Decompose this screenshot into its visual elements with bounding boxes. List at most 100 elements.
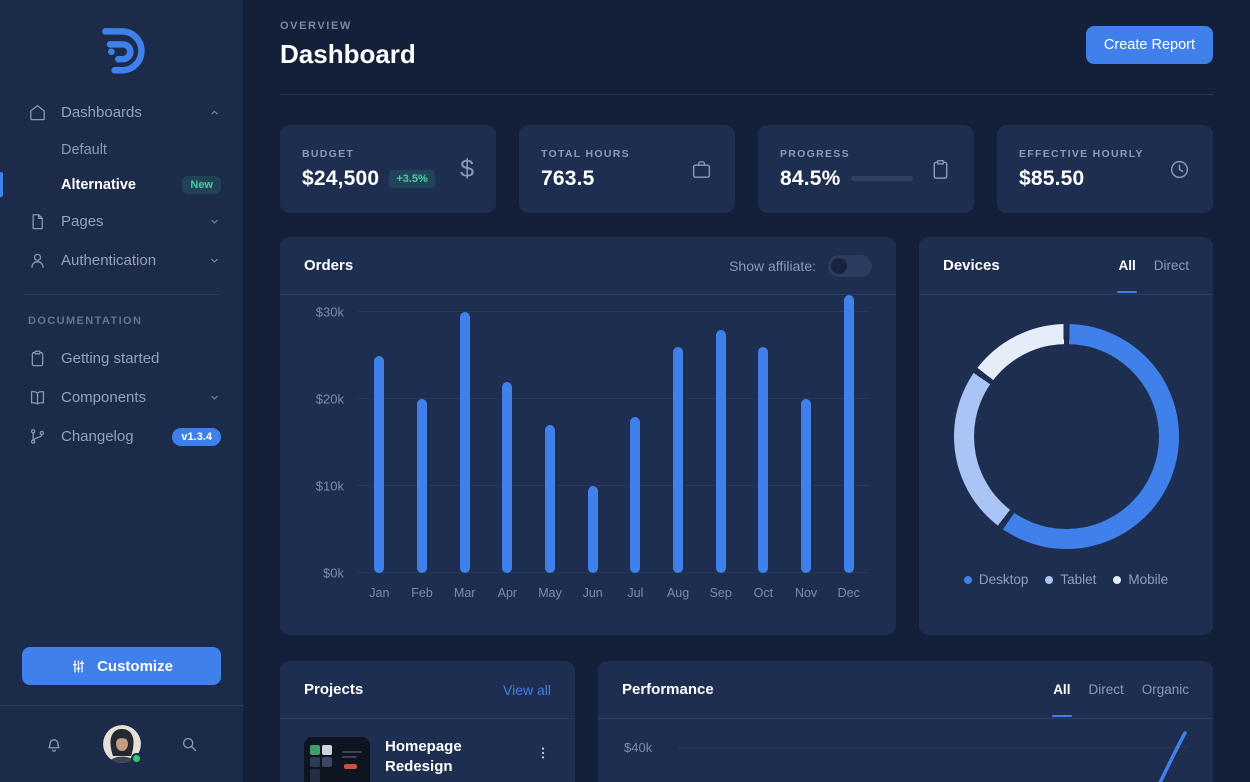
sidebar-item-default[interactable]: Default <box>0 132 243 167</box>
y-axis-tick: $20k <box>315 391 344 407</box>
stat-value: $24,500 <box>302 166 380 190</box>
devices-tabs: All Direct <box>1118 258 1189 273</box>
stat-card-total-hours: TOTAL HOURS 763.5 <box>519 125 735 213</box>
devices-tab-direct[interactable]: Direct <box>1153 258 1189 273</box>
devices-donut-chart[interactable] <box>953 324 1179 549</box>
orders-bar-dec[interactable] <box>843 295 854 573</box>
orders-plot: $0k $10k $20k $30k <box>316 295 870 581</box>
sidebar-item-getting-started[interactable]: Getting started <box>0 339 243 378</box>
stat-value: 84.5% <box>780 166 841 190</box>
sidebar: Dashboards Default Alternative New Pages <box>0 0 243 782</box>
sidebar-item-changelog[interactable]: Changelog v1.3.4 <box>0 417 243 456</box>
y-axis-tick: $30k <box>315 304 344 320</box>
devices-card-header: Devices All Direct <box>919 237 1213 295</box>
sidebar-nav: Dashboards Default Alternative New Pages <box>0 93 243 456</box>
x-axis-tick: Sep <box>709 586 732 600</box>
orders-bar-jun[interactable] <box>587 486 598 573</box>
x-axis-tick: Jan <box>369 586 390 600</box>
x-axis-tick: Nov <box>794 586 818 600</box>
project-name: Homepage Redesign <box>385 738 462 775</box>
bar-column <box>358 295 401 573</box>
orders-bar-mar[interactable] <box>459 312 470 573</box>
legend-item-desktop: Desktop <box>963 572 1028 587</box>
sidebar-item-alternative[interactable]: Alternative New <box>0 167 243 202</box>
version-badge: v1.3.4 <box>172 427 221 446</box>
dollar-icon: $ <box>460 154 474 183</box>
legend-dot <box>1045 575 1054 584</box>
toggle-knob <box>831 257 847 274</box>
view-all-link[interactable]: View all <box>503 681 551 698</box>
stat-label: BUDGET <box>302 147 355 160</box>
orders-bar-jul[interactable] <box>630 416 641 573</box>
clipboard-icon <box>28 349 48 369</box>
online-status-dot <box>130 753 142 764</box>
gridline <box>358 311 870 313</box>
orders-bar-jan[interactable] <box>374 355 385 573</box>
sidebar-bottom-bar <box>0 705 243 782</box>
devices-tab-all[interactable]: All <box>1118 258 1136 273</box>
page-title: Dashboard <box>280 39 416 69</box>
sidebar-divider <box>24 294 219 295</box>
customize-button[interactable]: Customize <box>22 647 221 685</box>
create-report-button[interactable]: Create Report <box>1085 26 1213 64</box>
user-icon <box>28 251 48 271</box>
x-axis-tick: Aug <box>666 586 690 600</box>
bell-icon[interactable] <box>44 734 64 754</box>
performance-line-series[interactable] <box>1147 729 1193 782</box>
sidebar-item-pages[interactable]: Pages <box>0 202 243 241</box>
brand-logo[interactable] <box>94 24 150 79</box>
project-thumbnail[interactable] <box>304 737 370 782</box>
legend-item-tablet: Tablet <box>1045 572 1096 587</box>
stat-label: TOTAL HOURS <box>541 147 630 160</box>
performance-tab-organic[interactable]: Organic <box>1141 682 1189 697</box>
gridline <box>358 572 870 573</box>
sidebar-item-label: Pages <box>61 213 104 230</box>
legend-item-mobile: Mobile <box>1113 572 1168 587</box>
progress-bar <box>850 176 913 181</box>
sidebar-item-label: Dashboards <box>61 104 142 121</box>
bar-column <box>785 295 828 573</box>
legend-dot <box>963 575 972 584</box>
show-affiliate-toggle[interactable] <box>828 254 872 277</box>
orders-bar-oct[interactable] <box>758 347 769 573</box>
orders-bar-sep[interactable] <box>715 329 726 573</box>
orders-bar-nov[interactable] <box>801 399 812 573</box>
sidebar-item-components[interactable]: Components <box>0 378 243 417</box>
sidebar-item-authentication[interactable]: Authentication <box>0 241 243 280</box>
orders-bar-apr[interactable] <box>502 381 513 573</box>
stat-value: $85.50 <box>1019 166 1085 190</box>
charts-row: Orders Show affiliate: $0k $10k $20k $30k J… <box>280 237 1213 635</box>
kebab-menu-icon[interactable] <box>535 737 551 761</box>
performance-title: Performance <box>622 681 714 698</box>
performance-tab-direct[interactable]: Direct <box>1088 682 1124 697</box>
sidebar-item-label: Components <box>61 389 147 406</box>
avatar-image <box>102 725 141 763</box>
orders-bar-feb[interactable] <box>417 399 427 573</box>
bar-column <box>486 295 529 573</box>
stat-label: EFFECTIVE HOURLY <box>1019 147 1144 160</box>
performance-tab-all[interactable]: All <box>1053 682 1071 697</box>
performance-tabs: All Direct Organic <box>1053 682 1189 697</box>
delta-badge: +3.5% <box>389 169 435 188</box>
performance-gridline <box>678 747 1187 748</box>
search-icon[interactable] <box>179 734 199 754</box>
gridline <box>358 485 870 487</box>
bottom-row: Projects View all Homepage Redesign Perf… <box>280 661 1213 782</box>
orders-card: Orders Show affiliate: $0k $10k $20k $30k J… <box>280 237 896 635</box>
new-badge: New <box>182 175 221 194</box>
project-list-item[interactable]: Homepage Redesign <box>280 719 575 782</box>
orders-title: Orders <box>304 257 354 274</box>
stat-card-progress: PROGRESS 84.5% <box>758 125 974 213</box>
bar-column <box>571 295 614 573</box>
performance-chart: $40k <box>598 719 1213 782</box>
devices-title: Devices <box>943 257 1000 274</box>
file-icon <box>28 212 48 232</box>
book-icon <box>28 388 48 408</box>
avatar[interactable] <box>102 725 142 764</box>
active-indicator <box>0 172 3 197</box>
legend-dot <box>1113 575 1122 584</box>
orders-bar-aug[interactable] <box>673 347 684 573</box>
sidebar-item-dashboards[interactable]: Dashboards <box>0 93 243 132</box>
orders-bar-may[interactable] <box>545 425 556 573</box>
